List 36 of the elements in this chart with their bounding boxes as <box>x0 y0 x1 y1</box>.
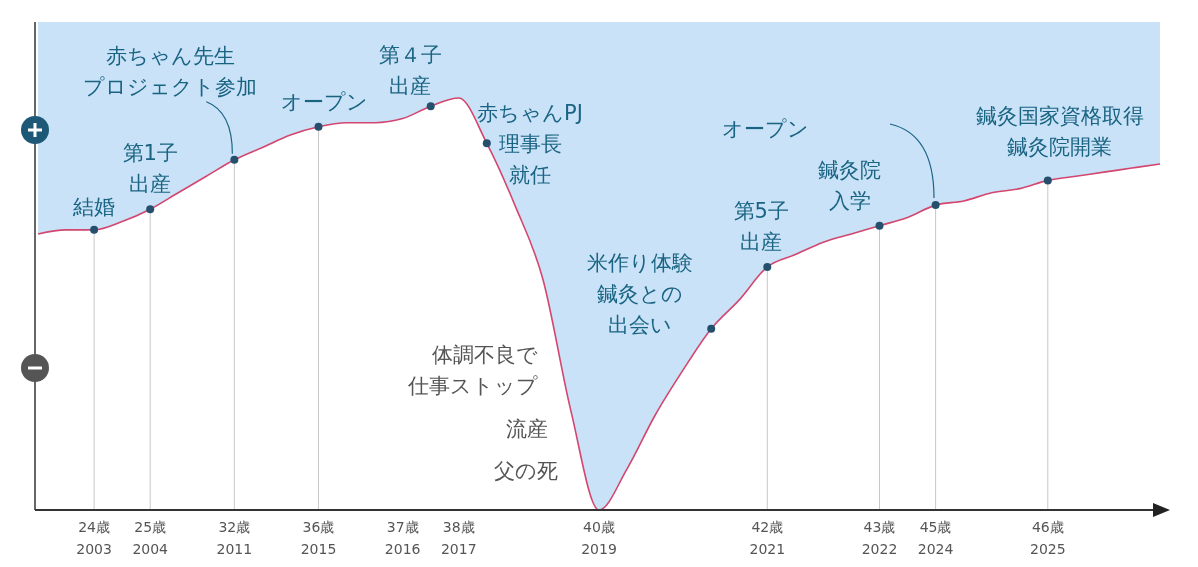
point <box>426 102 435 111</box>
point <box>1043 176 1052 185</box>
x-tick-label: 46歳 2025 <box>1029 519 1066 557</box>
annotation: オープン <box>721 117 809 141</box>
annotation: オープン <box>281 89 368 114</box>
annotation: 赤ちゃん先生プロジェクト参加 <box>83 43 258 99</box>
x-tick-label: 38歳 2017 <box>440 519 477 557</box>
point <box>90 225 99 234</box>
x-tick-label: 43歳 2022 <box>861 519 898 557</box>
annotation: 米作り体験鍼灸との出会い <box>587 251 693 337</box>
annotation: 鍼灸院入学 <box>818 157 881 213</box>
x-tick-label: 40歳 2019 <box>581 519 617 557</box>
x-tick-label: 42歳 2021 <box>749 519 786 557</box>
annotation: 第４子出産 <box>378 43 442 98</box>
point <box>314 122 323 131</box>
point <box>875 221 884 230</box>
annotation: 赤ちゃんPJ理事長就任 <box>477 101 583 187</box>
x-tick-label: 36歳 2015 <box>300 519 337 557</box>
annotation: 父の死 <box>494 459 558 483</box>
annotation: 鍼灸国家資格取得鍼灸院開業 <box>975 104 1144 160</box>
x-tick-label: 32歳 2011 <box>216 519 253 557</box>
point <box>931 201 940 210</box>
annotation: 体調不良で仕事ストップ <box>407 343 538 398</box>
point <box>707 324 716 333</box>
annotation: 流産 <box>506 417 548 441</box>
point <box>763 262 772 271</box>
annotation: 第1子出産 <box>122 141 178 197</box>
annotation: 結婚 <box>72 194 116 219</box>
annotation: 第5子出産 <box>733 198 789 254</box>
point <box>146 205 155 214</box>
x-tick-label: 25歳 2004 <box>132 519 169 557</box>
x-tick-label: 37歳 2016 <box>384 519 421 557</box>
x-tick-label: 45歳 2024 <box>917 519 954 557</box>
x-tick-label: 24歳 2003 <box>76 519 112 557</box>
point <box>482 139 491 148</box>
point <box>230 155 239 164</box>
